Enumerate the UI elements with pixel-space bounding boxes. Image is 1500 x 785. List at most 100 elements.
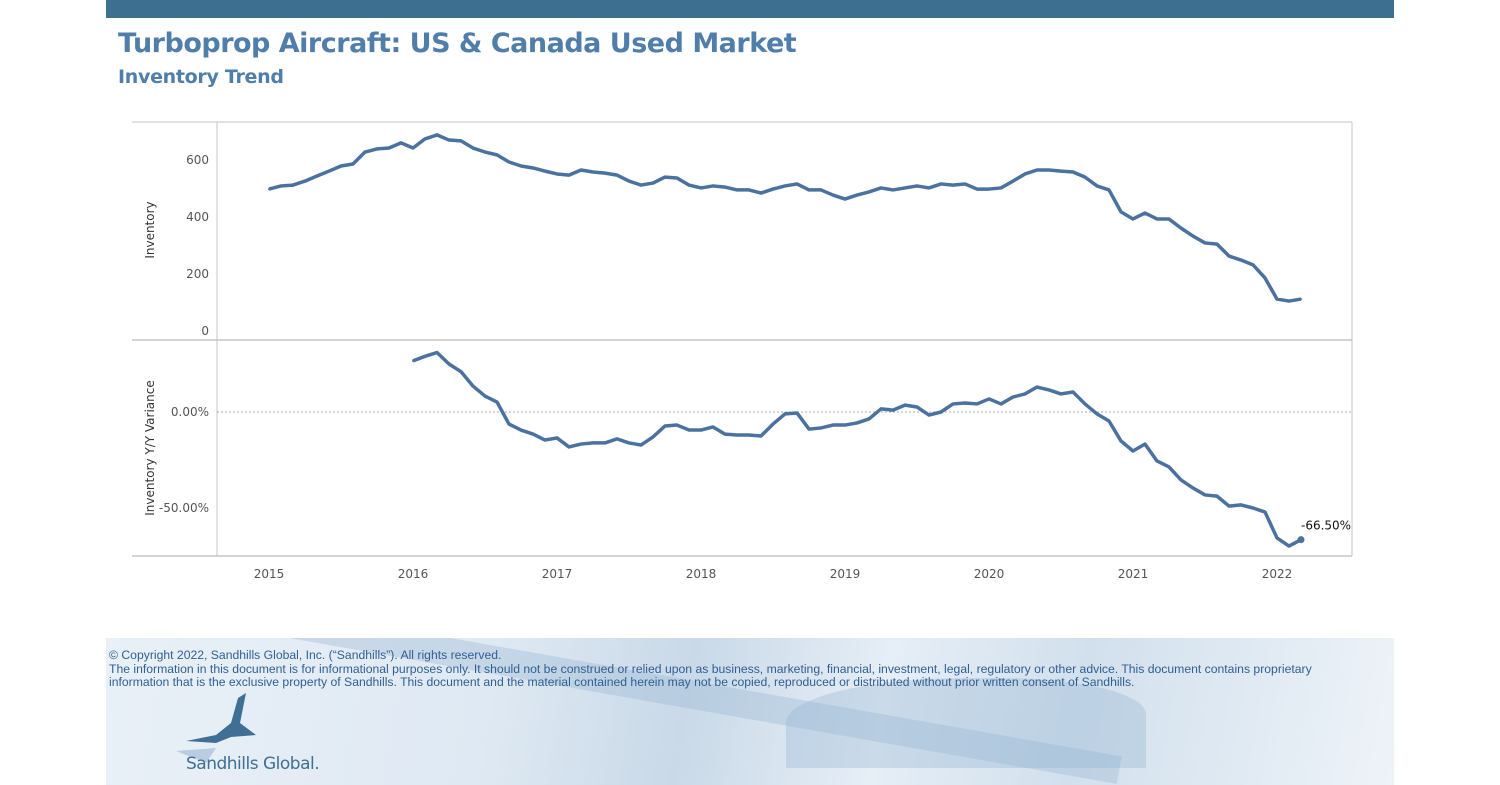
variance-point-12 [556, 436, 558, 439]
variance-point-38 [868, 417, 870, 420]
variance-point-52 [1036, 386, 1038, 389]
variance-point-6 [484, 395, 486, 398]
disclaimer-line-2: information that is the exclusive proper… [109, 675, 1135, 689]
variance-point-46 [964, 401, 966, 404]
top-y-tick-label: 600 [186, 153, 209, 167]
variance-point-58 [1108, 420, 1110, 423]
variance-point-59 [1120, 439, 1122, 442]
variance-point-56 [1084, 402, 1086, 405]
inventory-point-63 [1024, 172, 1026, 175]
bottom-y-axis-label: Inventory Y/Y Variance [143, 380, 157, 516]
inventory-point-18 [484, 151, 486, 154]
inventory-point-67 [1072, 170, 1074, 173]
inventory-point-12 [412, 147, 414, 150]
disclaimer-line-1: The information in this document is for … [109, 661, 1312, 676]
inventory-point-73 [1144, 212, 1146, 215]
inventory-point-28 [604, 172, 606, 175]
inventory-point-53 [904, 186, 906, 189]
variance-point-14 [580, 443, 582, 446]
inventory-point-21 [520, 164, 522, 167]
inventory-point-8 [364, 151, 366, 154]
inventory-point-57 [952, 184, 954, 187]
variance-point-22 [676, 424, 678, 427]
variance-point-20 [652, 435, 654, 438]
inventory-point-42 [772, 188, 774, 191]
variance-point-16 [604, 441, 606, 444]
variance-point-65 [1192, 487, 1194, 490]
inventory-point-7 [352, 162, 354, 165]
inventory-point-83 [1264, 276, 1266, 279]
inventory-point-14 [436, 133, 438, 136]
variance-point-7 [496, 401, 498, 404]
variance-point-72 [1276, 536, 1278, 539]
footer: © Copyright 2022, Sandhills Global, Inc.… [106, 638, 1394, 785]
inventory-point-41 [760, 192, 762, 195]
variance-point-69 [1240, 503, 1242, 506]
variance-point-70 [1252, 507, 1254, 509]
inventory-point-5 [328, 170, 330, 173]
sandhills-crane-logo-icon [176, 693, 256, 763]
variance-point-25 [712, 425, 714, 428]
variance-point-67 [1216, 495, 1218, 498]
variance-point-34 [820, 426, 822, 429]
inventory-point-64 [1036, 168, 1038, 171]
variance-point-17 [616, 437, 618, 440]
top-y-tick-label: 400 [186, 210, 209, 224]
inventory-point-27 [592, 170, 594, 173]
inventory-point-51 [880, 186, 882, 189]
aircraft-fuselage-image [786, 678, 1146, 768]
page-title: Turboprop Aircraft: US & Canada Used Mar… [118, 28, 797, 59]
inventory-point-79 [1216, 243, 1218, 246]
variance-point-60 [1132, 449, 1134, 452]
logo-text: Sandhills Global. [186, 754, 320, 774]
inventory-point-82 [1252, 263, 1254, 266]
x-tick-label: 2022 [1262, 567, 1293, 581]
inventory-point-84 [1276, 298, 1278, 301]
inventory-point-78 [1204, 241, 1206, 244]
inventory-point-29 [616, 174, 618, 177]
inventory-point-16 [460, 139, 462, 142]
variance-point-54 [1060, 392, 1062, 395]
variance-point-66 [1204, 493, 1206, 496]
bottom-y-ticks: 0.00% -50.00% [159, 405, 209, 515]
last-value-annotation: -66.50% [1301, 519, 1351, 533]
variance-point-64 [1180, 478, 1182, 481]
x-tick-label: 2016 [398, 567, 429, 581]
inventory-point-52 [892, 188, 894, 191]
inventory-point-2 [292, 184, 294, 187]
copyright-text: © Copyright 2022, Sandhills Global, Inc.… [109, 648, 502, 662]
top-y-tick-label: 0 [201, 324, 209, 338]
variance-point-9 [520, 429, 522, 432]
x-tick-label: 2021 [1118, 567, 1149, 581]
variance-point-4 [460, 370, 462, 373]
inventory-point-49 [856, 194, 858, 197]
variance-point-0 [412, 359, 414, 362]
inventory-point-58 [964, 182, 966, 185]
chart-frame [132, 121, 1353, 557]
inventory-point-72 [1132, 217, 1134, 220]
variance-point-51 [1024, 392, 1026, 395]
variance-point-43 [928, 414, 930, 417]
inventory-point-37 [712, 184, 714, 187]
inventory-point-66 [1060, 170, 1062, 173]
x-tick-label: 2017 [542, 567, 573, 581]
inventory-point-24 [556, 172, 558, 175]
variance-point-8 [508, 423, 510, 426]
variance-point-49 [1000, 402, 1002, 405]
inventory-point-68 [1084, 176, 1086, 179]
inventory-point-25 [568, 174, 570, 177]
inventory-point-22 [532, 166, 534, 169]
inventory-point-20 [508, 160, 510, 163]
inventory-point-50 [868, 190, 870, 193]
variance-series-line [412, 350, 1302, 548]
variance-point-42 [916, 406, 918, 409]
inventory-point-0 [268, 188, 270, 191]
inventory-point-44 [796, 182, 798, 185]
variance-point-1 [424, 355, 426, 358]
variance-point-39 [880, 407, 882, 410]
inventory-point-19 [496, 153, 498, 156]
variance-point-30 [772, 423, 774, 426]
inventory-series-line [268, 133, 1302, 303]
top-y-axis-label: Inventory [143, 201, 157, 258]
variance-point-45 [952, 402, 954, 405]
